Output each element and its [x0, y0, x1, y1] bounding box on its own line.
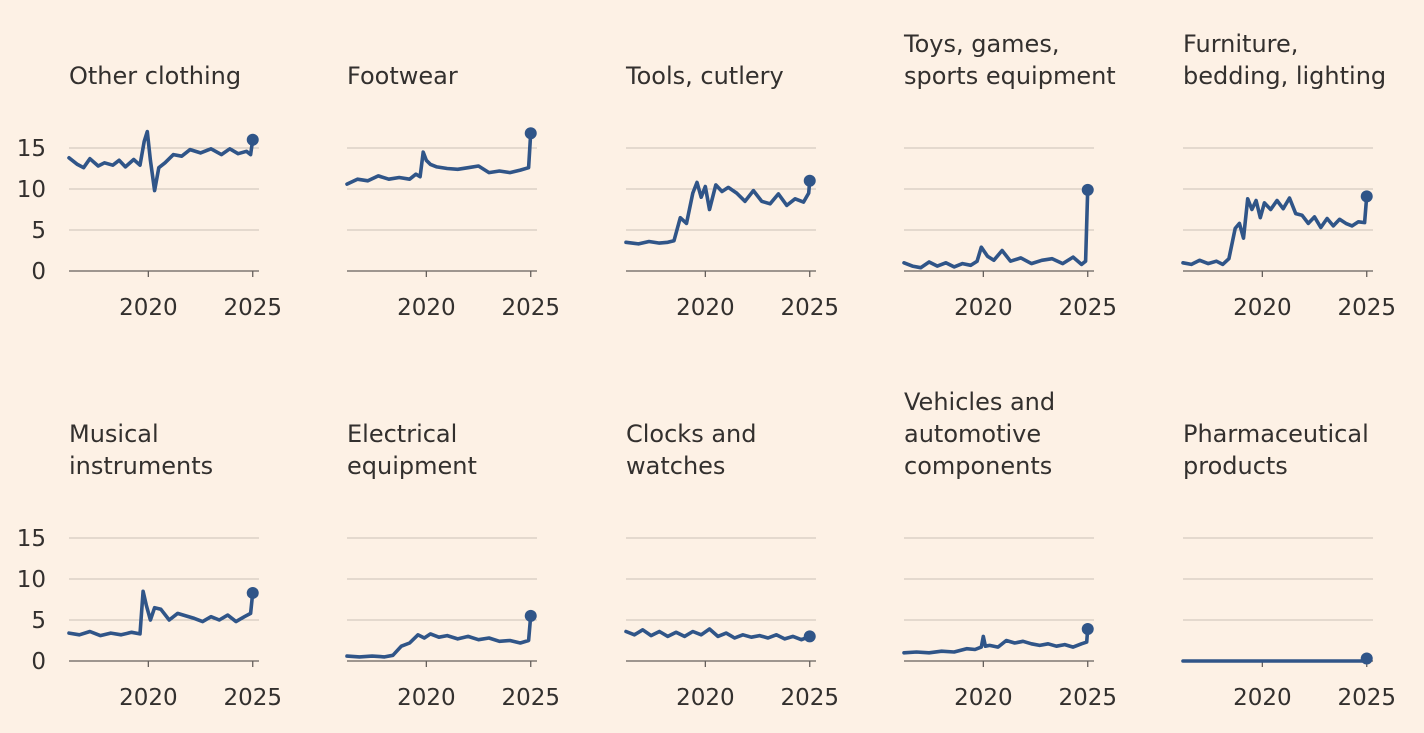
x-tick-label: 2020: [397, 295, 456, 321]
x-tick-label: 2025: [223, 685, 282, 711]
end-point-marker: [524, 127, 537, 140]
panel-title: Clocks and watches: [626, 418, 757, 482]
panel-title-line: Footwear: [347, 62, 458, 90]
panel-title-line: Electrical: [347, 420, 458, 448]
x-tick-label: 2020: [397, 685, 456, 711]
x-tick-label: 2025: [223, 295, 282, 321]
end-point-marker: [1360, 190, 1373, 203]
y-tick-label: 0: [31, 649, 46, 675]
panel-title: Other clothing: [69, 60, 241, 92]
panel-title-line: sports equipment: [904, 62, 1116, 90]
y-tick-label: 0: [31, 259, 46, 285]
panel-title-line: equipment: [347, 452, 477, 480]
series-line: [1181, 656, 1369, 663]
panel-title-line: Vehicles and: [904, 388, 1056, 416]
panel-title: Furniture, bedding, lighting: [1183, 28, 1386, 92]
end-point-marker: [803, 630, 816, 643]
end-point-marker: [524, 609, 537, 622]
panel-title-line: Musical: [69, 420, 159, 448]
panel-title-line: products: [1183, 452, 1288, 480]
y-tick-label: 5: [31, 218, 46, 244]
x-tick-label: 2025: [780, 295, 839, 321]
panel-title: Electrical equipment: [347, 418, 477, 482]
panel-title: Tools, cutlery: [626, 60, 784, 92]
panel-title-line: Toys, games,: [904, 30, 1060, 58]
panel-title-line: watches: [626, 452, 726, 480]
series-line: [67, 129, 255, 193]
x-tick-label: 2020: [954, 685, 1013, 711]
x-tick-label: 2025: [501, 295, 560, 321]
x-tick-label: 2025: [780, 685, 839, 711]
series-line: [67, 589, 255, 638]
panel-title: Vehicles and automotive components: [904, 386, 1055, 482]
panel-title: Pharmaceutical products: [1183, 418, 1369, 482]
panel-title-line: Tools, cutlery: [626, 62, 784, 90]
panel-title-line: Other clothing: [69, 62, 242, 90]
y-tick-label: 5: [31, 608, 46, 634]
x-tick-label: 2025: [1337, 685, 1396, 711]
end-point-marker: [803, 174, 816, 187]
x-tick-label: 2025: [1058, 295, 1117, 321]
end-point-marker: [1081, 623, 1094, 636]
panel-title-line: components: [904, 452, 1053, 480]
panel-title: Footwear: [347, 60, 458, 92]
x-tick-label: 2020: [119, 685, 178, 711]
panel-title: Musical instruments: [69, 418, 213, 482]
y-tick-label: 10: [17, 567, 46, 593]
y-tick-label: 15: [17, 136, 46, 162]
x-tick-label: 2020: [119, 295, 178, 321]
series-line: [902, 188, 1090, 270]
panel-title-line: automotive: [904, 420, 1042, 448]
x-tick-label: 2020: [1233, 685, 1292, 711]
end-point-marker: [1360, 652, 1373, 665]
panel-title-line: instruments: [69, 452, 214, 480]
y-tick-label: 10: [17, 177, 46, 203]
y-tick-label: 15: [17, 526, 46, 552]
series-line: [1181, 194, 1369, 267]
series-line: [902, 627, 1090, 655]
end-point-marker: [246, 133, 259, 146]
panel-title-line: Clocks and: [626, 420, 757, 448]
series-line: [624, 627, 812, 642]
x-tick-label: 2025: [1337, 295, 1396, 321]
series-line: [345, 131, 533, 186]
x-tick-label: 2020: [1233, 295, 1292, 321]
x-tick-label: 2020: [954, 295, 1013, 321]
x-tick-label: 2020: [676, 685, 735, 711]
panel-title-line: Pharmaceutical: [1183, 420, 1369, 448]
x-tick-label: 2025: [1058, 685, 1117, 711]
series-line: [624, 179, 812, 246]
end-point-marker: [246, 586, 259, 599]
panel-title-line: Furniture,: [1183, 30, 1299, 58]
panel-title: Toys, games, sports equipment: [904, 28, 1116, 92]
end-point-marker: [1081, 183, 1094, 196]
x-tick-label: 2020: [676, 295, 735, 321]
x-tick-label: 2025: [501, 685, 560, 711]
series-line: [345, 614, 533, 659]
panel-title-line: bedding, lighting: [1183, 62, 1387, 90]
